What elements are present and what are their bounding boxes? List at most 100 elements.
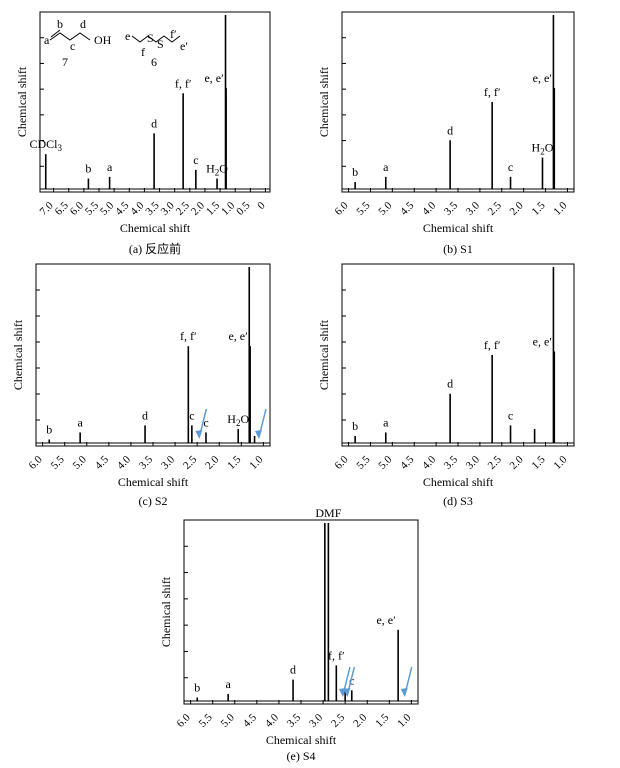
x-axis-title: Chemical shift [266, 733, 337, 747]
peak-label: e, e′ [376, 613, 396, 627]
peak-label: b [352, 419, 358, 433]
peak-label: b [352, 165, 358, 179]
x-tick-label: 5.5 [49, 453, 68, 472]
x-tick-label: 2.5 [329, 711, 348, 730]
x-tick-label: 1.0 [551, 199, 570, 218]
peak-label: c [508, 160, 513, 174]
x-tick-label: 5.0 [219, 711, 238, 730]
x-tick-label: 1.0 [551, 453, 570, 472]
x-tick-label: 4.0 [263, 711, 282, 730]
x-tick-label: 3.5 [137, 453, 156, 472]
x-tick-label: 3.0 [159, 453, 178, 472]
peak-label: b [85, 162, 91, 176]
peak-label: e, e′ [533, 334, 553, 348]
molecule-7-bonds [49, 32, 91, 41]
molecule-number: 6 [151, 55, 157, 69]
peak-label: e, e′ [204, 71, 224, 85]
molecule-6-bonds [131, 35, 181, 43]
peak-label: f, f′ [484, 85, 501, 99]
x-tick-label: 3.0 [464, 453, 483, 472]
x-axis-title: Chemical shift [423, 221, 494, 235]
x-tick-label: 3.5 [285, 711, 304, 730]
atom-label: c [70, 39, 75, 53]
x-tick-label: 6.0 [332, 199, 351, 218]
y-axis-title: Chemical shift [317, 319, 331, 390]
molecule-number: 7 [62, 55, 68, 69]
double-bond [50, 29, 61, 38]
peak-label: f, f′ [484, 338, 501, 352]
x-tick-label: 5.5 [197, 711, 216, 730]
atom-label: e′ [180, 39, 188, 53]
peak-label: c [189, 408, 194, 422]
peak-label: b [194, 680, 200, 694]
plot-frame [341, 263, 575, 447]
peak-label: a [77, 415, 83, 429]
x-tick-label: 2.5 [181, 453, 200, 472]
x-tick-label: 6.0 [332, 453, 351, 472]
x-tick-label: 1.0 [247, 453, 266, 472]
peak-label: f, f′ [175, 76, 192, 90]
peak-label: H2O [532, 141, 554, 157]
x-tick-label: 4.5 [398, 453, 417, 472]
x-tick-label: 4.0 [115, 453, 134, 472]
peak-label: c [193, 153, 198, 167]
x-tick-label: 6.0 [175, 711, 194, 730]
arrow-head-icon [195, 430, 203, 439]
x-axis-title: Chemical shift [423, 475, 494, 489]
x-tick-label: 3.5 [442, 453, 461, 472]
x-tick-label: 2.5 [486, 453, 505, 472]
peak-label: d [151, 116, 157, 130]
x-tick-label: 1.5 [225, 453, 244, 472]
peak-label: DMF [315, 506, 341, 520]
panel-caption: (e) S4 [287, 749, 316, 763]
peak-label: a [107, 160, 113, 174]
peak-label: c [203, 415, 208, 429]
x-tick-label: 4.0 [420, 199, 439, 218]
x-tick-label: 0 [255, 199, 268, 212]
x-tick-label: 2.0 [508, 199, 527, 218]
x-tick-label: 4.5 [398, 199, 417, 218]
panel-caption: (c) S2 [139, 494, 168, 508]
plot-frame [39, 11, 271, 193]
x-tick-label: 4.5 [241, 711, 260, 730]
x-tick-label: 3.0 [307, 711, 326, 730]
x-tick-label: 2.0 [508, 453, 527, 472]
x-tick-label: 5.0 [71, 453, 90, 472]
atom-label: d [80, 17, 86, 31]
atom-label: e [125, 29, 130, 43]
peak-label: H2O [227, 412, 249, 428]
peak-label: a [383, 415, 389, 429]
x-tick-label: 1.0 [395, 711, 414, 730]
peak-label: a [383, 160, 389, 174]
x-tick-label: 2.5 [486, 199, 505, 218]
peak-label: f, f′ [328, 648, 345, 662]
x-tick-label: 6.0 [27, 453, 46, 472]
peak-label: d [142, 408, 148, 422]
peak-label: a [225, 677, 231, 691]
arrow-head-icon [254, 430, 262, 439]
peak-label: b [46, 422, 52, 436]
arrow-head-icon [400, 688, 408, 697]
x-tick-label: 5.0 [376, 453, 395, 472]
y-axis-title: Chemical shift [159, 576, 173, 647]
peak-label: e, e′ [228, 329, 248, 343]
x-tick-label: 1.5 [529, 453, 548, 472]
atom-label: f [141, 45, 145, 59]
peak-label: d [447, 377, 453, 391]
y-axis-title: Chemical shift [15, 66, 29, 137]
x-tick-label: 2.0 [203, 453, 222, 472]
panel-caption: (a) 反应前 [129, 241, 181, 256]
x-tick-label: 4.0 [420, 453, 439, 472]
peak-label: CDCl3 [29, 137, 62, 153]
atom-label: a [44, 33, 50, 47]
atom-label: OH [94, 33, 112, 47]
x-tick-label: 5.5 [354, 199, 373, 218]
atom-label: S [147, 31, 154, 45]
atom-label: f′ [170, 27, 177, 41]
x-tick-label: 0.5 [234, 199, 253, 218]
